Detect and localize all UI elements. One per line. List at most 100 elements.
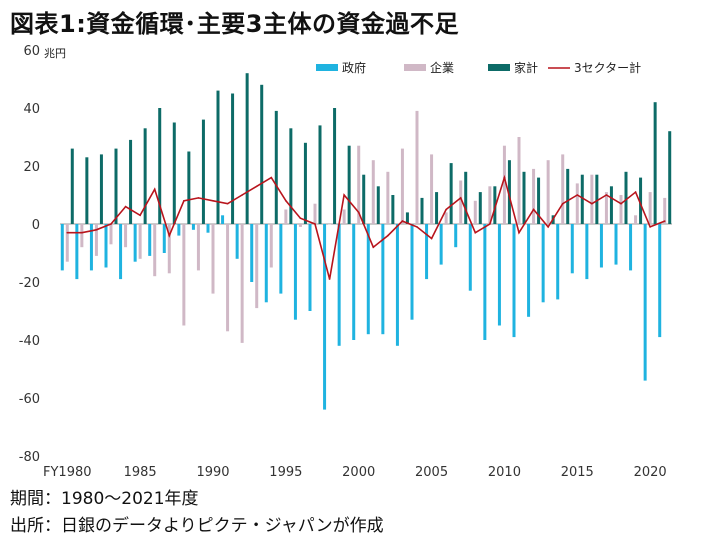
bar-政府-2013 xyxy=(541,224,545,303)
bar-家計-2009 xyxy=(493,186,497,224)
bar-政府-1996 xyxy=(293,224,297,320)
line-point xyxy=(66,231,69,234)
bar-政府-1994 xyxy=(264,224,268,303)
bar-家計-1996 xyxy=(303,142,307,224)
line-point xyxy=(95,229,98,231)
y-unit-label: 兆円 xyxy=(44,47,66,60)
bar-政府-2021 xyxy=(658,224,662,338)
line-point xyxy=(430,237,433,240)
line-point xyxy=(270,176,273,179)
x-tick-label: 1995 xyxy=(269,465,302,480)
line-point xyxy=(503,176,506,179)
bar-政府-2014 xyxy=(556,224,560,300)
y-tick-label: 20 xyxy=(23,160,40,175)
bar-家計-1992 xyxy=(245,73,249,224)
chart-title: 図表1:資金循環･主要3主体の資金過不足 xyxy=(10,10,459,38)
line-series-total xyxy=(67,174,665,280)
bar-企業-2015 xyxy=(575,183,579,224)
bar-政府-1983 xyxy=(104,224,108,268)
bar-政府-2006 xyxy=(439,224,443,265)
bar-政府-1990 xyxy=(206,224,210,233)
line-point xyxy=(532,208,535,211)
line-point xyxy=(474,231,477,234)
line-point xyxy=(314,223,316,225)
line-point xyxy=(489,223,491,225)
bar-家計-1982 xyxy=(99,154,103,224)
bar-政府-2017 xyxy=(599,224,603,268)
bar-政府-2000 xyxy=(352,224,356,340)
bar-企業-2019 xyxy=(634,215,638,224)
bar-家計-1991 xyxy=(231,93,235,224)
footer-source: 出所：日銀のデータよりピクテ・ジャパンが作成 xyxy=(10,516,384,536)
bar-政府-2002 xyxy=(381,224,385,335)
line-point xyxy=(124,205,127,208)
line-point xyxy=(81,231,83,234)
line-point xyxy=(459,197,462,199)
x-tick-label: 1985 xyxy=(124,465,157,480)
y-tick-label: 0 xyxy=(32,218,40,233)
bar-政府-2019 xyxy=(629,224,633,271)
bar-政府-1997 xyxy=(308,224,312,311)
bar-家計-2017 xyxy=(609,186,613,224)
y-tick-label: -40 xyxy=(19,334,40,349)
x-tick-label: 2005 xyxy=(415,465,448,480)
line-point xyxy=(328,278,331,280)
bar-企業-1986 xyxy=(153,224,157,277)
y-tick-label: -80 xyxy=(19,450,40,465)
line-point xyxy=(226,202,229,205)
bar-政府-2015 xyxy=(570,224,574,274)
line-point xyxy=(387,234,389,237)
bar-企業-1992 xyxy=(240,224,244,343)
x-tick-label: 2020 xyxy=(634,465,667,480)
bar-企業-2012 xyxy=(532,168,536,224)
bar-企業-2007 xyxy=(459,180,463,224)
bar-企業-2004 xyxy=(415,110,419,224)
bar-政府-1988 xyxy=(177,224,181,236)
x-tick-label: 2000 xyxy=(342,465,375,480)
legend-swatch xyxy=(488,64,510,71)
bar-家計-2016 xyxy=(595,174,599,224)
total-line xyxy=(66,174,666,280)
bar-企業-2020 xyxy=(648,192,652,224)
bar-政府-1995 xyxy=(279,224,283,294)
bar-家計-2010 xyxy=(507,160,511,224)
bar-企業-1991 xyxy=(226,224,230,332)
line-point xyxy=(299,217,302,219)
bar-政府-2016 xyxy=(585,224,589,280)
bar-家計-1981 xyxy=(85,157,89,224)
line-point xyxy=(241,194,243,196)
bar-家計-1980 xyxy=(70,148,74,224)
bar-企業-2009 xyxy=(488,186,492,224)
bar-企業-2016 xyxy=(590,174,594,224)
bar-企業-2021 xyxy=(663,197,667,224)
line-point xyxy=(110,223,112,225)
y-axis-ticks: -80 -60 -40 -20 0 20 40 60 xyxy=(19,44,40,465)
line-point xyxy=(343,194,345,196)
bar-政府-2004 xyxy=(410,224,414,320)
bar-家計-1989 xyxy=(201,119,205,224)
bar-家計-2018 xyxy=(624,171,628,224)
bar-政府-2001 xyxy=(366,224,370,335)
legend-label: 3セクター計 xyxy=(574,60,641,75)
bar-家計-2014 xyxy=(566,168,570,224)
line-point xyxy=(153,188,156,190)
bar-企業-1993 xyxy=(255,224,259,309)
bar-企業-2008 xyxy=(473,200,477,224)
bar-政府-2005 xyxy=(425,224,429,280)
bar-家計-2019 xyxy=(639,177,643,224)
bar-政府-2018 xyxy=(614,224,618,265)
bar-政府-2012 xyxy=(527,224,531,317)
bar-政府-1985 xyxy=(133,224,137,262)
bar-政府-1992 xyxy=(235,224,239,259)
bar-家計-1983 xyxy=(114,148,118,224)
line-point xyxy=(183,200,185,202)
bar-政府-2008 xyxy=(468,224,472,291)
bar-家計-2015 xyxy=(580,174,584,224)
bar-家計-2020 xyxy=(653,102,657,224)
bar-企業-1996 xyxy=(298,224,302,227)
bar-企業-1998 xyxy=(328,224,332,225)
bar-家計-2011 xyxy=(522,171,526,224)
bar-政府-2010 xyxy=(497,224,501,326)
bar-政府-2009 xyxy=(483,224,487,340)
